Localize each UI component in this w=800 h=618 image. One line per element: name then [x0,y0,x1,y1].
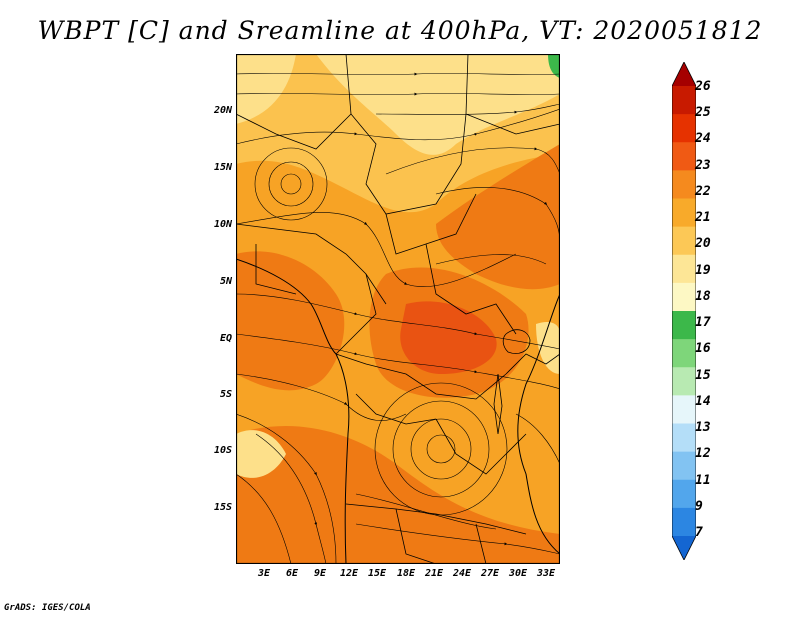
wbpt-fill-22-south [236,425,560,564]
colorbar-label-16: 16 [695,341,711,356]
colorbar-segment-16 [672,339,696,368]
lon-label-30e: 30E [508,568,528,579]
colorbar-label-20: 20 [695,236,711,251]
colorbar-label-12: 12 [695,446,711,461]
lon-label-9e: 9E [313,568,327,579]
lake-tanganyika [493,373,503,435]
colorbar-label-17: 17 [695,315,711,330]
lat-label-20n: 20N [213,105,232,116]
grads-credit: GrADS: IGES/COLA [4,603,91,613]
colorbar-segment-9 [672,507,696,537]
colorbar-segment-12 [672,451,696,481]
colorbar-label-14: 14 [695,394,711,409]
colorbar-label-24: 24 [695,131,711,146]
colorbar-segment-18 [672,282,696,312]
streamlines [236,72,560,564]
colorbar-segment-11 [672,479,696,509]
colorbar-label-9: 9 [695,499,703,514]
wbpt-fill-green-ne [548,54,560,78]
colorbar-segment-13 [672,423,696,453]
lon-label-3e: 3E [257,568,271,579]
lake-victoria [502,329,531,354]
colorbar-segment-7 [672,536,696,560]
colorbar-segment-20 [672,226,696,256]
colorbar-label-15: 15 [695,368,711,383]
colorbar-label-26: 26 [695,79,711,94]
colorbar-segment-17 [672,311,696,340]
colorbar-segment-19 [672,254,696,284]
lon-label-24e: 24E [452,568,472,579]
lon-label-12e: 12E [339,568,359,579]
wbpt-fill-19-sw [236,430,286,478]
colorbar-label-22: 22 [695,184,711,199]
lon-label-27e: 27E [480,568,500,579]
chart-title: WBPT [C] and Sreamline at 400hPa, VT: 20… [37,16,763,45]
wbpt-fill-22-ne [436,144,560,290]
lon-label-33e: 33E [536,568,556,579]
colorbar-segment-24 [672,114,696,143]
wbpt-fill-19-nw [236,54,296,124]
lat-label-5n: 5N [219,276,232,287]
colorbar-segment-23 [672,142,696,171]
coastline-east [517,293,560,555]
lat-label-10s: 10S [213,445,232,456]
lat-label-15s: 15S [213,502,232,513]
colorbar-label-18: 18 [695,289,711,304]
colorbar-label-7: 7 [695,525,703,540]
lat-label-eq: EQ [219,333,232,344]
colorbar-segment-25 [672,86,696,115]
wbpt-fill-19-east [536,322,560,374]
map-frame [236,54,560,564]
colorbar-segment-21 [672,198,696,228]
colorbar-segment-15 [672,367,696,396]
colorbar-label-13: 13 [695,420,711,435]
lat-label-5s: 5S [219,389,232,400]
colorbar [672,62,696,560]
lon-label-15e: 15E [367,568,387,579]
coastline [236,258,350,564]
colorbar-label-23: 23 [695,158,711,173]
colorbar-segment-14 [672,395,696,424]
colorbar-label-25: 25 [695,105,711,120]
lon-label-21e: 21E [424,568,444,579]
lat-label-10n: 10N [213,219,232,230]
colorbar-segment-26 [672,62,696,86]
colorbar-label-19: 19 [695,263,711,278]
colorbar-segment-22 [672,170,696,199]
colorbar-label-21: 21 [695,210,711,225]
lat-label-15n: 15N [213,162,232,173]
colorbar-label-11: 11 [695,473,711,488]
colorbar-segments [672,62,696,560]
wbpt-fill-19-north [316,54,560,155]
lon-label-6e: 6E [285,568,299,579]
map-panel [236,54,560,564]
lon-label-18e: 18E [396,568,416,579]
